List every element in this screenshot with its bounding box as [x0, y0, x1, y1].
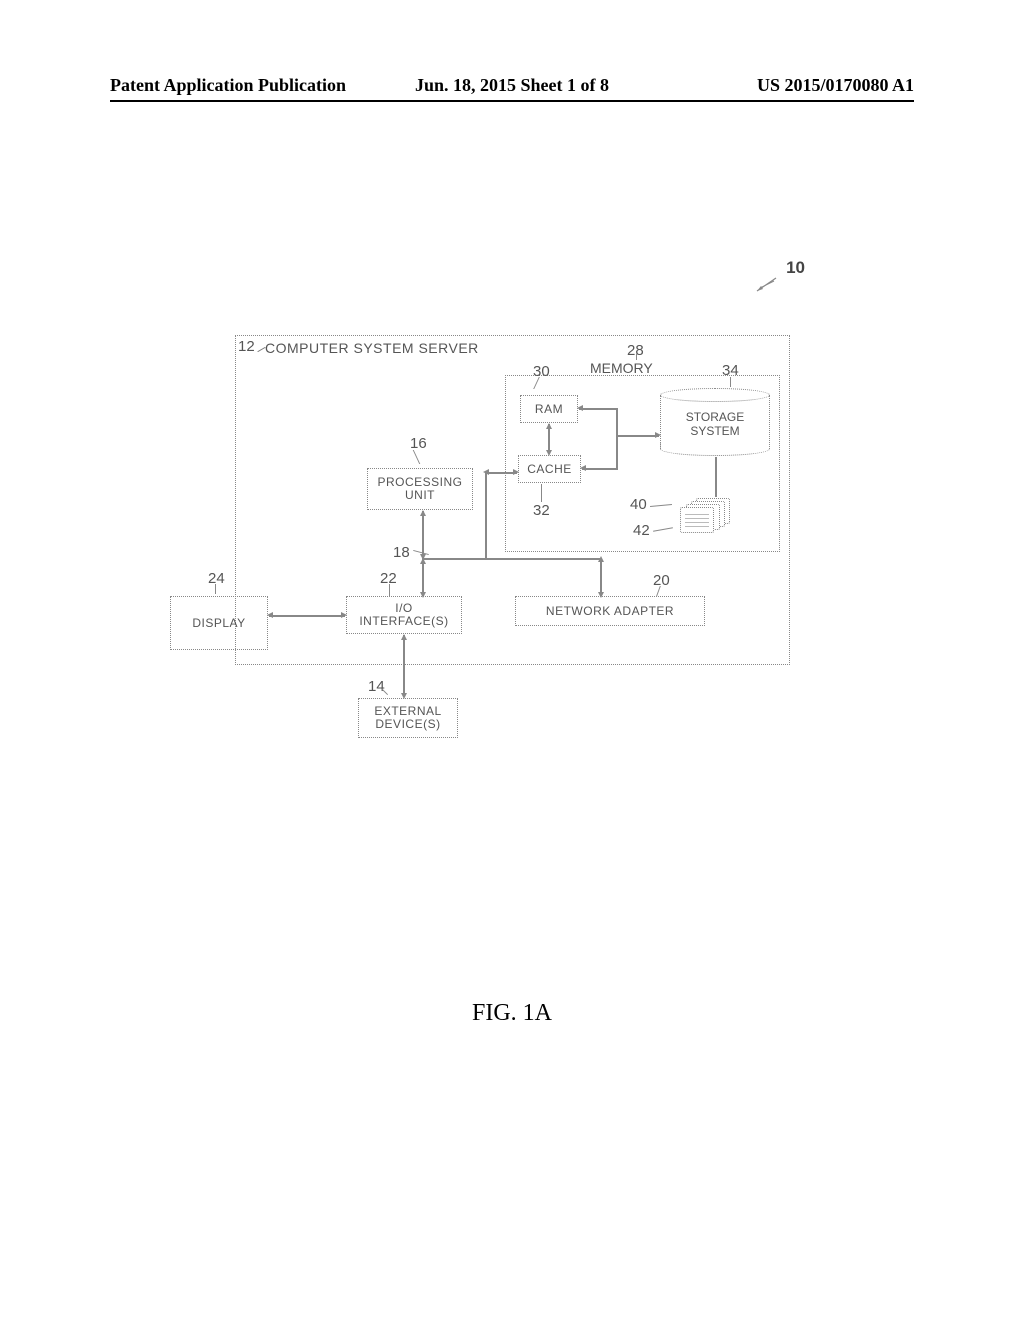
- bus-line: [600, 558, 602, 596]
- ref-22-leader: [389, 584, 390, 596]
- ref-12-label: 12: [238, 338, 255, 355]
- connector-line: [616, 408, 618, 470]
- arrowhead-icon: [420, 558, 426, 564]
- processing-line2: UNIT: [405, 488, 435, 502]
- external-line2: DEVICE(S): [375, 717, 440, 731]
- display-label: DISPLAY: [192, 616, 245, 630]
- external-text: EXTERNAL DEVICE(S): [374, 705, 441, 731]
- arrowhead-icon: [401, 634, 407, 640]
- storage-line2: SYSTEM: [690, 424, 739, 438]
- page-header: Patent Application Publication Jun. 18, …: [110, 75, 914, 96]
- storage-text: STORAGE SYSTEM: [660, 411, 770, 439]
- bus-line: [422, 511, 424, 558]
- processing-block: PROCESSING UNIT: [367, 468, 473, 510]
- header-right: US 2015/0170080 A1: [757, 75, 914, 96]
- display-block: DISPLAY: [170, 596, 268, 650]
- server-title: COMPUTER SYSTEM SERVER: [265, 340, 479, 356]
- ref-10-label: 10: [786, 258, 805, 278]
- connector-line: [403, 635, 405, 697]
- arrowhead-icon: [598, 592, 604, 598]
- processing-text: PROCESSING UNIT: [377, 476, 462, 502]
- connector-line: [579, 408, 617, 410]
- memory-title: MEMORY: [590, 360, 653, 376]
- ref-18-label: 18: [393, 544, 410, 561]
- bus-line: [485, 472, 487, 559]
- arrowhead-icon: [546, 423, 552, 429]
- ref-32-label: 32: [533, 502, 550, 519]
- arrowhead-icon: [655, 432, 661, 438]
- cylinder-bottom: [660, 442, 770, 456]
- arrowhead-icon: [483, 469, 489, 475]
- arrowhead-icon: [546, 450, 552, 456]
- ref-20-label: 20: [653, 572, 670, 589]
- figure-diagram: 10 COMPUTER SYSTEM SERVER 12 MEMORY 28 3…: [140, 280, 790, 720]
- processing-line1: PROCESSING: [377, 475, 462, 489]
- storage-cylinder: STORAGE SYSTEM: [660, 388, 770, 456]
- figure-caption: FIG. 1A: [0, 1000, 1024, 1027]
- ref-34-leader: [730, 377, 731, 387]
- header-rule: [110, 100, 914, 102]
- ref-24-leader: [215, 584, 216, 594]
- connector-line: [269, 615, 345, 617]
- ref-40-label: 40: [630, 496, 647, 513]
- cache-block: CACHE: [518, 455, 581, 483]
- ref-14-label: 14: [368, 678, 385, 695]
- ram-label: RAM: [535, 402, 563, 416]
- arrowhead-icon: [598, 556, 604, 562]
- cache-label: CACHE: [527, 462, 572, 476]
- arrowhead-icon: [577, 405, 583, 411]
- connector-line: [715, 457, 717, 497]
- ref-28-leader: [636, 354, 637, 360]
- disk-icon: [680, 507, 714, 533]
- connector-line: [616, 435, 659, 437]
- header-left: Patent Application Publication: [110, 75, 346, 96]
- network-block: NETWORK ADAPTER: [515, 596, 705, 626]
- arrowhead-icon: [401, 693, 407, 699]
- io-block: I/O INTERFACE(S): [346, 596, 462, 634]
- arrowhead-icon: [420, 592, 426, 598]
- ref-10-arrow-icon: [754, 274, 782, 294]
- storage-line1: STORAGE: [686, 410, 744, 424]
- cylinder-top: [660, 388, 770, 402]
- arrowhead-icon: [513, 469, 519, 475]
- arrowhead-icon: [420, 510, 426, 516]
- ram-block: RAM: [520, 395, 578, 423]
- io-text: I/O INTERFACE(S): [359, 602, 448, 628]
- ref-24-label: 24: [208, 570, 225, 587]
- disk-stack-icon: [680, 498, 730, 532]
- external-line1: EXTERNAL: [374, 704, 441, 718]
- bus-line: [422, 558, 600, 560]
- arrowhead-icon: [341, 612, 347, 618]
- network-label: NETWORK ADAPTER: [546, 604, 674, 618]
- ref-32-leader: [541, 484, 542, 502]
- io-line1: I/O: [395, 601, 413, 615]
- external-block: EXTERNAL DEVICE(S): [358, 698, 458, 738]
- io-line2: INTERFACE(S): [359, 614, 448, 628]
- arrowhead-icon: [580, 465, 586, 471]
- ref-42-label: 42: [633, 522, 650, 539]
- header-center: Jun. 18, 2015 Sheet 1 of 8: [415, 75, 609, 96]
- arrowhead-icon: [267, 612, 273, 618]
- connector-line: [582, 468, 616, 470]
